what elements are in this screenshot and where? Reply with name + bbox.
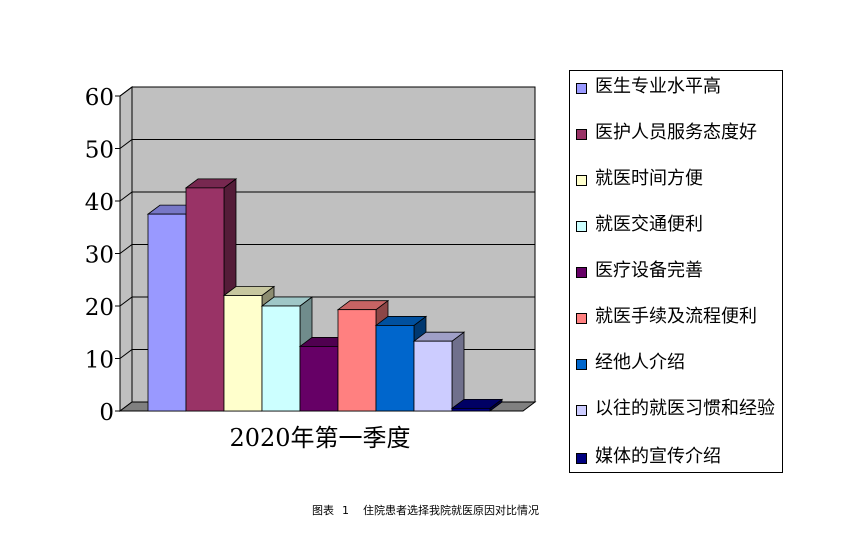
bar-front: [337, 309, 377, 412]
y-tick-label: 20: [85, 295, 114, 321]
legend-item: 医疗设备完善: [576, 261, 781, 281]
legend-label: 医生专业水平高: [595, 76, 721, 97]
gridline: [119, 244, 535, 254]
legend-swatch: [576, 221, 587, 232]
legend-swatch: [576, 405, 587, 416]
legend-swatch: [576, 129, 587, 140]
bar-side: [451, 331, 465, 412]
legend-label: 以往的就医习惯和经验: [595, 398, 775, 419]
legend-item: 就医时间方便: [576, 169, 781, 189]
legend-label: 媒体的宣传介绍: [595, 446, 721, 467]
chart-bars: [146, 178, 504, 412]
legend-item: 媒体的宣传介绍: [576, 447, 781, 467]
y-tick-label: 60: [85, 85, 114, 111]
figure-caption: 图表 1 住院患者选择我院就医原因对比情况: [0, 502, 851, 518]
caption-text: 住院患者选择我院就医原因对比情况: [363, 504, 539, 517]
y-tick-label: 40: [85, 190, 114, 216]
bar: [450, 398, 504, 412]
bar-front: [451, 407, 491, 412]
bar-front: [261, 305, 301, 412]
bar-front: [185, 187, 225, 412]
gridline: [119, 296, 535, 307]
legend-label: 医疗设备完善: [595, 260, 703, 281]
legend-swatch: [576, 83, 587, 94]
bar-front: [375, 325, 415, 412]
legend-swatch: [576, 175, 587, 186]
legend-label: 医护人员服务态度好: [595, 122, 757, 143]
legend-swatch: [576, 267, 587, 278]
legend-swatch: [576, 359, 587, 370]
caption-label: 图表: [312, 504, 334, 517]
legend-label: 经他人介绍: [595, 352, 685, 373]
bar-front: [413, 340, 453, 412]
legend-swatch: [576, 313, 587, 324]
legend-item: 经他人介绍: [576, 353, 781, 373]
legend-item: 以往的就医习惯和经验: [576, 399, 781, 419]
y-tick-label: 30: [85, 243, 114, 269]
gridline: [119, 139, 535, 149]
caption-number: 1: [342, 504, 349, 517]
y-tick-label: 50: [85, 138, 114, 164]
y-axis: 0 10 20 30 40 50 60: [85, 85, 121, 426]
chart-gridlines: [119, 86, 535, 359]
gridline: [119, 86, 535, 97]
legend-item: 医护人员服务态度好: [576, 123, 781, 143]
bar-front: [223, 295, 263, 412]
legend-item: 就医手续及流程便利: [576, 307, 781, 327]
legend-label: 就医手续及流程便利: [595, 306, 757, 327]
y-tick-label: 10: [85, 348, 114, 374]
legend-item: 医生专业水平高: [576, 77, 781, 97]
legend-label: 就医交通便利: [595, 214, 703, 235]
legend-label: 就医时间方便: [595, 168, 703, 189]
legend-swatch: [576, 453, 587, 464]
x-category-label: 2020年第一季度: [229, 424, 410, 452]
bar-front: [299, 346, 339, 412]
gridline: [119, 191, 535, 202]
bar-front: [147, 213, 187, 412]
legend-item: 就医交通便利: [576, 215, 781, 235]
bar: [412, 331, 466, 412]
y-tick-label: 0: [99, 400, 114, 426]
chart-legend: 医生专业水平高医护人员服务态度好 就医时间方便 就医交通便利 医疗设备完善就医手续及流…: [569, 70, 783, 473]
